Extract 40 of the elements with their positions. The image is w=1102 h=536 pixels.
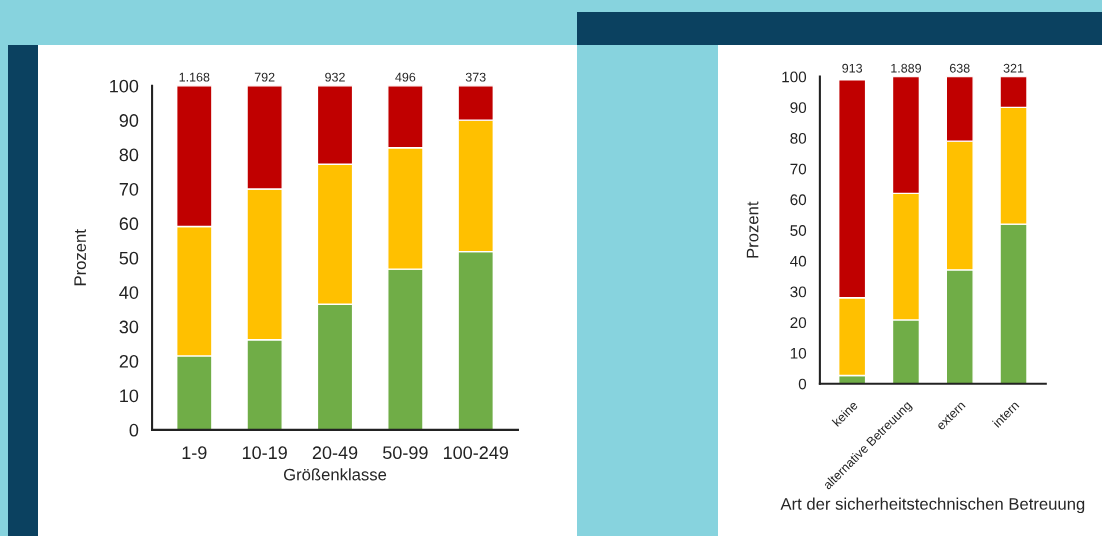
y-tick-label: 20 — [790, 317, 807, 329]
y-tick-label: 90 — [119, 114, 139, 127]
y-tick-label: 80 — [119, 148, 139, 162]
y-tick-label: 30 — [119, 320, 139, 334]
y-axis-title: Prozent — [74, 229, 87, 286]
text: 1.168 — [179, 72, 210, 82]
y-tick-label: 90 — [790, 102, 807, 114]
x-tick-label: 20-49 — [312, 446, 358, 460]
y-tick-label: 60 — [119, 217, 139, 231]
y-tick-label: 70 — [119, 182, 139, 196]
y-tick-label: 100 — [110, 79, 139, 93]
y-tick-label: 20 — [119, 354, 139, 368]
text: 1.889 — [891, 63, 921, 73]
y-tick-label: 50 — [790, 225, 807, 236]
text: 373 — [465, 72, 486, 82]
text: 792 — [254, 72, 275, 82]
x-tick-label: 50-99 — [383, 446, 428, 460]
y-tick-label: 40 — [790, 255, 807, 267]
text: 932 — [325, 72, 345, 82]
y-tick-label: 40 — [119, 286, 139, 299]
text: 913 — [842, 63, 863, 73]
y-tick-label: 50 — [119, 251, 139, 265]
x-tick-label: 10-19 — [242, 446, 287, 460]
y-tick-label: 0 — [129, 423, 139, 437]
x-axis-title: Art der sicherheitstechnischen Betreuung — [780, 497, 1085, 514]
y-tick-label: 30 — [790, 286, 807, 298]
text: 321 — [1003, 63, 1024, 73]
y-tick-label: 10 — [120, 389, 139, 403]
x-tick-label: 100-249 — [443, 446, 508, 460]
text: 496 — [395, 72, 416, 82]
y-tick-label: 70 — [790, 163, 807, 175]
text: 638 — [949, 63, 970, 73]
y-tick-label: 60 — [790, 194, 807, 206]
y-tick-label: 80 — [790, 132, 807, 144]
y-tick-label: 0 — [798, 378, 807, 390]
y-tick-label: 10 — [790, 347, 807, 359]
y-tick-label: 100 — [782, 71, 807, 83]
x-axis-title: Größenklasse — [283, 468, 387, 481]
x-tick-label: 1-9 — [182, 446, 207, 460]
y-axis-title: Prozent — [746, 201, 759, 258]
